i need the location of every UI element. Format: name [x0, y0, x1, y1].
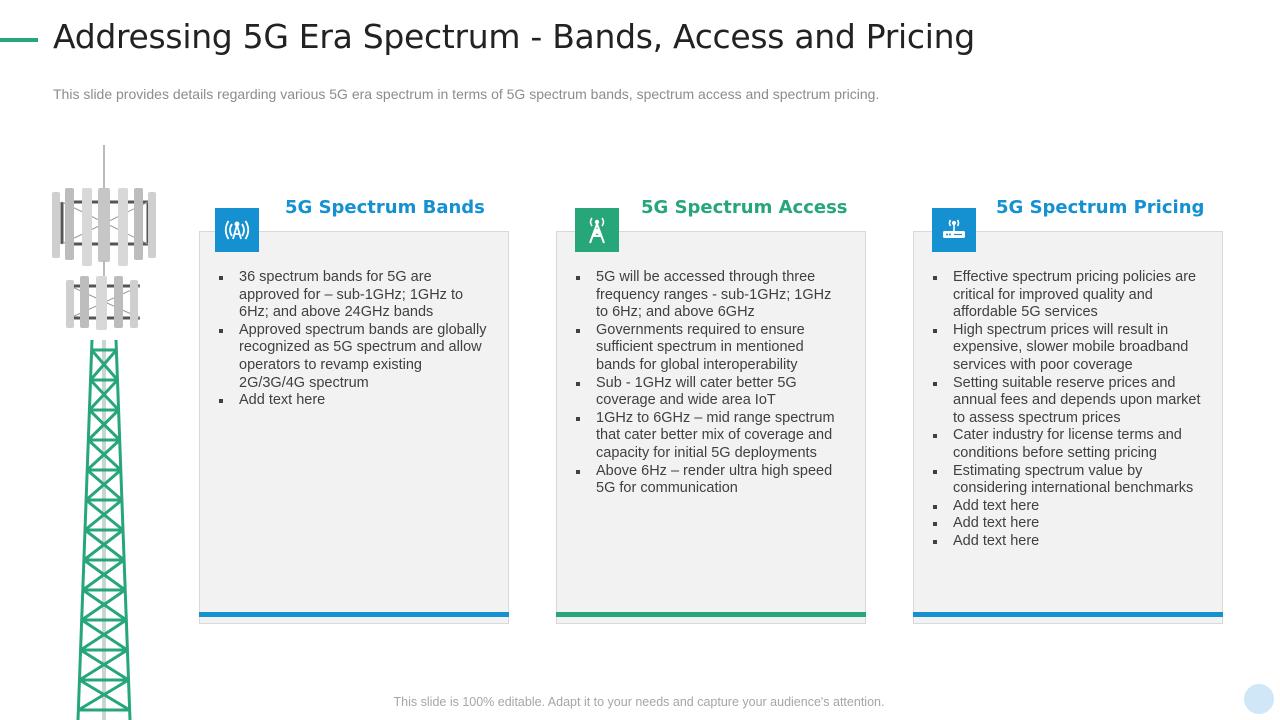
cell-tower-icon — [575, 208, 619, 252]
list-item: Setting suitable reserve prices and annu… — [931, 375, 1204, 428]
card-heading-spectrum-bands: 5G Spectrum Bands — [285, 197, 485, 218]
list-item: Cater industry for license terms and con… — [931, 427, 1204, 462]
card-heading-spectrum-pricing: 5G Spectrum Pricing — [996, 197, 1205, 218]
list-item: 36 spectrum bands for 5G are approved fo… — [217, 269, 490, 322]
list-item: Governments required to ensure sufficien… — [574, 322, 847, 375]
corner-decoration — [1244, 684, 1274, 714]
title-accent-line — [0, 38, 38, 42]
list-item: Add text here — [931, 498, 1204, 516]
card-accent-bar — [199, 612, 509, 617]
card-heading-spectrum-access: 5G Spectrum Access — [641, 197, 848, 218]
footer-note: This slide is 100% editable. Adapt it to… — [393, 695, 885, 709]
list-item: Add text here — [931, 533, 1204, 551]
card-spectrum-access: 5G will be accessed through three freque… — [556, 231, 866, 624]
list-item: Sub - 1GHz will cater better 5G coverage… — [574, 375, 847, 410]
card-accent-bar — [556, 612, 866, 617]
antenna-signal-icon — [215, 208, 259, 252]
card-spectrum-pricing: Effective spectrum pricing policies are … — [913, 231, 1223, 624]
list-item: Add text here — [931, 515, 1204, 533]
list-item: Effective spectrum pricing policies are … — [931, 269, 1204, 322]
bullet-list: 5G will be accessed through three freque… — [574, 269, 847, 498]
bullet-list: 36 spectrum bands for 5G are approved fo… — [217, 269, 490, 410]
list-item: High spectrum prices will result in expe… — [931, 322, 1204, 375]
wifi-router-icon — [932, 208, 976, 252]
list-item: Add text here — [217, 392, 490, 410]
page-subtitle: This slide provides details regarding va… — [53, 86, 880, 102]
list-item: Above 6Hz – render ultra high speed 5G f… — [574, 463, 847, 498]
page-title: Addressing 5G Era Spectrum - Bands, Acce… — [53, 17, 975, 56]
bullet-list: Effective spectrum pricing policies are … — [931, 269, 1204, 551]
list-item: 1GHz to 6GHz – mid range spectrum that c… — [574, 410, 847, 463]
card-spectrum-bands: 36 spectrum bands for 5G are approved fo… — [199, 231, 509, 624]
list-item: Approved spectrum bands are globally rec… — [217, 322, 490, 392]
list-item: 5G will be accessed through three freque… — [574, 269, 847, 322]
card-accent-bar — [913, 612, 1223, 617]
list-item: Estimating spectrum value by considering… — [931, 463, 1204, 498]
cell-tower-illustration — [52, 145, 156, 720]
